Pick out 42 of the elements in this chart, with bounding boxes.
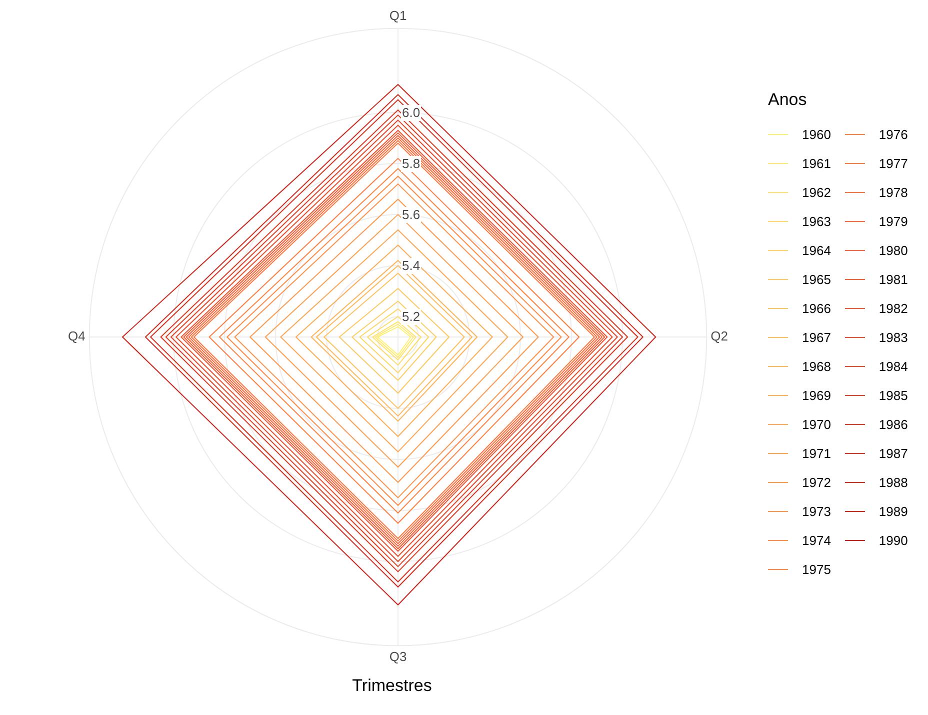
legend-title: Anos [768, 90, 808, 110]
legend-label: 1973 [802, 504, 831, 519]
spoke-label: Q3 [389, 649, 407, 664]
legend-label: 1971 [802, 446, 831, 461]
legend-label: 1967 [802, 330, 831, 345]
legend-label: 1982 [878, 301, 908, 316]
legend-label: 1983 [878, 330, 908, 345]
legend-label: 1988 [878, 475, 908, 490]
legend-label: 1977 [878, 156, 908, 171]
legend-label: 1964 [802, 243, 831, 258]
y-tick-label: 5.4 [401, 258, 422, 274]
y-tick-label: 5.6 [401, 206, 422, 223]
legend-label: 1985 [878, 388, 908, 403]
legend-label: 1984 [878, 359, 908, 374]
legend-label: 1974 [802, 533, 831, 548]
legend-label: 1970 [802, 417, 831, 432]
y-tick-label: 6.0 [401, 104, 422, 121]
legend-label: 1989 [878, 504, 908, 519]
spoke-label: Q2 [710, 328, 728, 344]
legend-label: 1976 [878, 127, 908, 142]
legend-label: 1963 [802, 214, 831, 229]
legend-label: 1972 [802, 475, 831, 490]
legend-label: 1986 [878, 417, 908, 432]
legend-label: 1966 [802, 301, 831, 316]
legend-label: 1965 [802, 272, 831, 287]
legend-label: 1968 [802, 359, 831, 374]
legend-label: 1975 [802, 562, 831, 577]
legend-label: 1978 [878, 185, 908, 200]
legend-label: 1990 [878, 533, 908, 548]
legend-label: 1987 [878, 446, 908, 461]
legend-label: 1969 [802, 388, 831, 403]
legend-label: 1962 [802, 185, 831, 200]
legend-label: 1961 [802, 156, 831, 171]
y-tick-label: 5.8 [401, 156, 422, 172]
legend-label: 1980 [878, 243, 908, 258]
legend-label: 1979 [878, 214, 908, 229]
legend-label: 1960 [802, 127, 831, 142]
y-tick-label: 5.2 [401, 308, 422, 325]
legend-label: 1981 [878, 272, 908, 287]
text: Trimestres [351, 676, 433, 696]
spoke-label: Q4 [68, 328, 86, 344]
spoke-label: Q1 [389, 8, 407, 24]
